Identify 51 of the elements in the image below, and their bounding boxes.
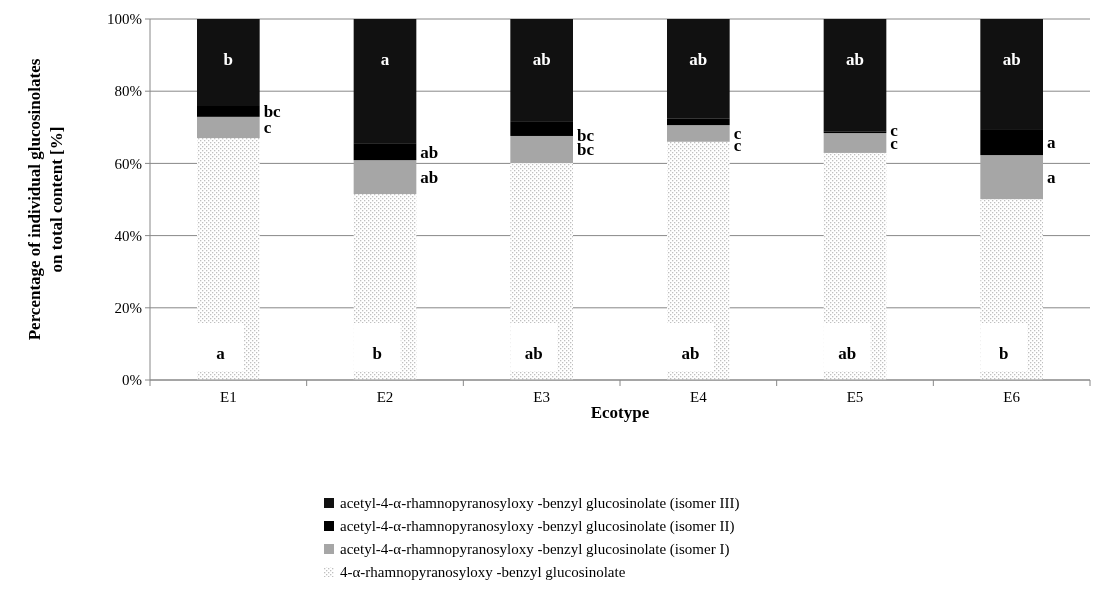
bar xyxy=(980,19,1043,130)
bar xyxy=(980,129,1043,156)
x-axis-title: Ecotype xyxy=(590,403,650,422)
bar xyxy=(667,125,730,142)
bar xyxy=(980,155,1043,200)
data-label: ab xyxy=(420,142,439,162)
x-tick-label: E4 xyxy=(690,389,708,405)
y-tick-label: 20% xyxy=(114,300,142,317)
bar xyxy=(197,106,260,117)
legend-label: acetyl-4-α-rhamnopyranosyloxy -benzyl glucosinolate (isomer III) xyxy=(340,495,740,513)
data-label: ab xyxy=(838,343,857,363)
bar xyxy=(353,160,417,195)
bar xyxy=(823,19,887,132)
bar xyxy=(353,19,417,144)
data-label: ab xyxy=(681,343,700,363)
y-tick-label: 100% xyxy=(107,11,142,28)
legend-label: 4-α-rhamnopyranosyloxy -benzyl glucosinolate xyxy=(340,564,626,581)
x-tick-label: E6 xyxy=(1003,389,1021,405)
y-tick-label: 0% xyxy=(122,372,142,389)
y-tick-label: 80% xyxy=(114,83,142,100)
legend-label: acetyl-4-α-rhamnopyranosyloxy -benzyl glucosinolate (isomer I) xyxy=(340,541,730,559)
bar xyxy=(667,118,730,126)
legend-label: acetyl-4-α-rhamnopyranosyloxy -benzyl glucosinolate (isomer II) xyxy=(340,518,735,536)
data-label: b xyxy=(223,49,234,69)
bar xyxy=(823,133,887,153)
bar xyxy=(197,19,260,106)
bar xyxy=(353,143,417,161)
bar xyxy=(510,135,573,164)
x-tick-label: E1 xyxy=(220,389,237,405)
y-tick-label: 60% xyxy=(114,155,142,172)
x-tick-label: E3 xyxy=(533,389,550,405)
data-label: ab xyxy=(532,49,551,69)
data-label: ab xyxy=(1002,49,1021,69)
y-tick-label: 40% xyxy=(114,227,142,244)
data-label: ab xyxy=(689,49,708,69)
data-label: a xyxy=(1047,133,1056,153)
data-label: a xyxy=(216,343,226,363)
data-label: ab xyxy=(846,49,864,69)
bar xyxy=(197,116,260,139)
data-label: ab xyxy=(524,343,543,363)
x-tick-label: E5 xyxy=(846,389,864,405)
bar xyxy=(510,19,573,122)
bar xyxy=(510,121,573,136)
data-label: b xyxy=(999,343,1009,363)
x-tick-label: E2 xyxy=(376,389,394,405)
data-label: a xyxy=(1047,168,1056,188)
data-label: b xyxy=(372,343,382,363)
y-axis-title: Percentage of individual glucosinolates on total content [%] xyxy=(25,58,66,341)
data-label: ab xyxy=(420,168,439,188)
bar xyxy=(667,19,730,119)
data-label: a xyxy=(380,49,390,69)
